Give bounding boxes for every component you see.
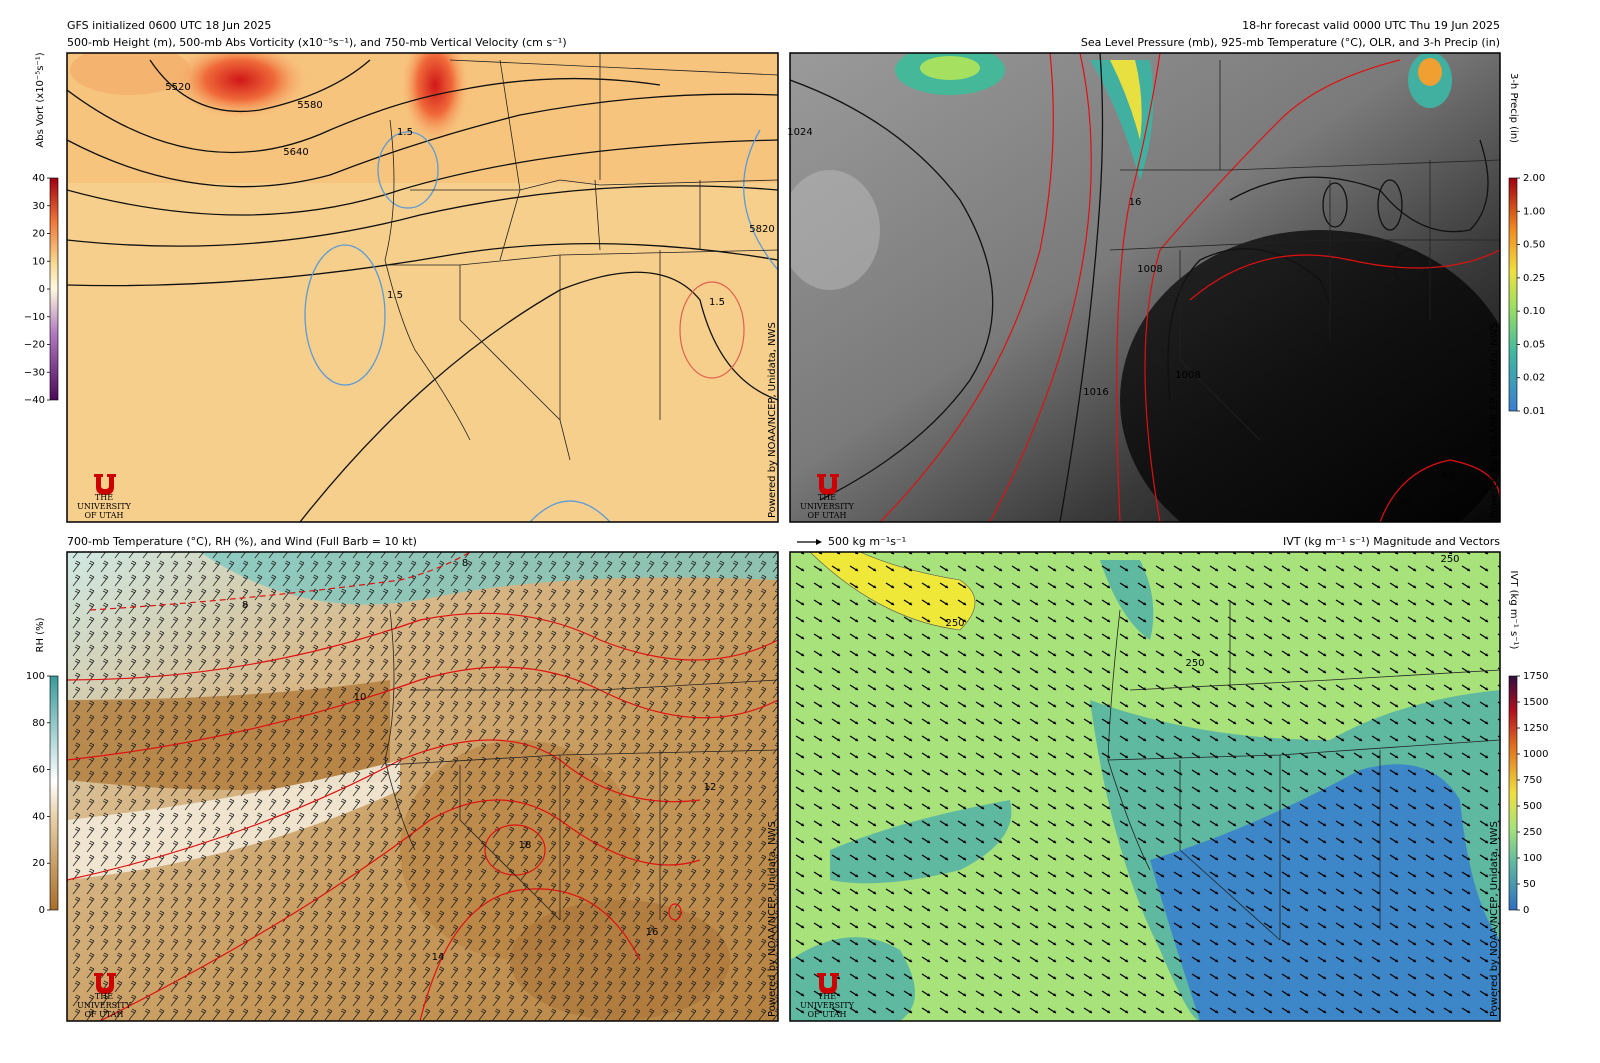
logo-text: UNIVERSITY (77, 1001, 132, 1010)
credit: Powered by NOAA/NCEP, Unidata, NWS (767, 322, 778, 518)
colorbar-tick-label: 1750 (1523, 671, 1548, 682)
colorbar-tick-label: 100 (26, 671, 45, 682)
logo-text: OF UTAH (84, 511, 123, 520)
colorbar-tick-label: 1500 (1523, 697, 1548, 708)
logo-text: THE (818, 493, 836, 502)
colorbar-tick-label: 0.05 (1523, 339, 1545, 350)
colorbar-label: IVT (kg m⁻¹ s⁻¹) (1508, 571, 1519, 650)
contour-label: 1.5 (709, 297, 725, 308)
colorbar-tick-label: 60 (32, 765, 45, 776)
colorbar-label: Abs Vort (x10⁻⁵s⁻¹) (35, 52, 46, 147)
colorbar-tick-label: 500 (1523, 801, 1542, 812)
colorbar-tick-label: 1000 (1523, 749, 1548, 760)
colorbar-tick-label: 0.50 (1523, 240, 1545, 251)
logo-text: UNIVERSITY (77, 502, 132, 511)
contour-label: 16 (646, 927, 659, 938)
logo-text: OF UTAH (807, 1010, 846, 1019)
logo-text: THE (95, 992, 113, 1001)
colorbar-tick-label: 40 (32, 811, 45, 822)
colorbar-tick-label: 20 (32, 858, 45, 869)
logo-text: OF UTAH (84, 1010, 123, 1019)
credit: Powered by NOAA/NCEP, Unidata, NWS (1489, 322, 1500, 518)
colorbar-tick-label: 0 (39, 284, 45, 295)
contour-label: 12 (704, 782, 717, 793)
contour-label: 250 (1440, 554, 1459, 565)
colorbar-tick-label: 40 (32, 173, 45, 184)
contour-label: 5820 (749, 224, 774, 235)
contour-label: 18 (519, 840, 532, 851)
panel-title: 500-mb Height (m), 500-mb Abs Vorticity … (67, 36, 567, 49)
valid-time: 18-hr forecast valid 0000 UTC Thu 19 Jun… (1242, 19, 1500, 32)
map-temperature (67, 552, 778, 1021)
colorbar-tick-label: 1250 (1523, 723, 1548, 734)
colorbar-tick-label: 20 (32, 229, 45, 240)
contour-label: 14 (432, 952, 445, 963)
contour-label: 250 (945, 618, 964, 629)
colorbar-tick-label: 0.02 (1523, 373, 1545, 384)
colorbar-tick-label: 100 (1523, 853, 1542, 864)
logo-text: UNIVERSITY (800, 502, 855, 511)
contour-label: 1024 (787, 127, 812, 138)
contour-label: 1.5 (397, 127, 413, 138)
contour-label: 5520 (165, 82, 190, 93)
contour-label: 40 (1399, 497, 1412, 508)
contour-label: 16 (1129, 197, 1142, 208)
colorbar-tick-label: 2.00 (1523, 173, 1545, 184)
contour-label: 1008 (1137, 264, 1162, 275)
map-vorticity (67, 53, 778, 522)
map-pressure (790, 53, 1500, 522)
panel-title: 700-mb Temperature (°C), RH (%), and Win… (67, 535, 417, 548)
contour-label: 1016 (1083, 387, 1108, 398)
colorbar-tick-label: 10 (32, 256, 45, 267)
colorbar-tick-label: 0 (39, 905, 45, 916)
credit: Powered by NOAA/NCEP, Unidata, NWS (1489, 821, 1500, 1017)
colorbar-tick-label: −20 (24, 340, 45, 351)
contour-label: 1008 (1175, 370, 1200, 381)
ivt-reference: 500 kg m⁻¹s⁻¹ (828, 535, 906, 548)
contour-label: 1.5 (387, 290, 403, 301)
logo-text: OF UTAH (807, 511, 846, 520)
logo-text: THE (818, 992, 836, 1001)
colorbar-label: RH (%) (35, 617, 46, 652)
init-time: GFS initialized 0600 UTC 18 Jun 2025 (67, 19, 271, 32)
colorbar-tick-label: 0.01 (1523, 406, 1545, 417)
colorbar-label: 3-h Precip (in) (1508, 73, 1519, 143)
panel-title: Sea Level Pressure (mb), 925-mb Temperat… (1081, 36, 1500, 49)
colorbar-tick-label: 0.10 (1523, 306, 1545, 317)
colorbar-tick-label: 80 (32, 718, 45, 729)
contour-label: 250 (1185, 658, 1204, 669)
credit: Powered by NOAA/NCEP, Unidata, NWS (767, 821, 778, 1017)
colorbar-tick-label: 750 (1523, 775, 1542, 786)
colorbar-tick-label: 0 (1523, 905, 1529, 916)
colorbar-tick-label: 1.00 (1523, 206, 1545, 217)
map-ivt (790, 552, 1500, 1021)
colorbar-tick-label: −40 (24, 395, 45, 406)
colorbar-tick-label: −10 (24, 312, 45, 323)
contour-label: 8 (462, 558, 468, 569)
colorbar-tick-label: 250 (1523, 827, 1542, 838)
colorbar-tick-label: 30 (32, 201, 45, 212)
logo-text: THE (95, 493, 113, 502)
logo-text: UNIVERSITY (800, 1001, 855, 1010)
contour-label: 10 (354, 692, 367, 703)
colorbar-tick-label: 0.25 (1523, 273, 1545, 284)
contour-label: 5580 (297, 100, 322, 111)
panel-title: IVT (kg m⁻¹ s⁻¹) Magnitude and Vectors (1283, 535, 1500, 548)
colorbar-tick-label: −30 (24, 367, 45, 378)
contour-label: 40 (1442, 470, 1455, 481)
contour-label: 5640 (283, 147, 308, 158)
contour-label: 8 (242, 600, 248, 611)
colorbar-tick-label: 50 (1523, 879, 1536, 890)
